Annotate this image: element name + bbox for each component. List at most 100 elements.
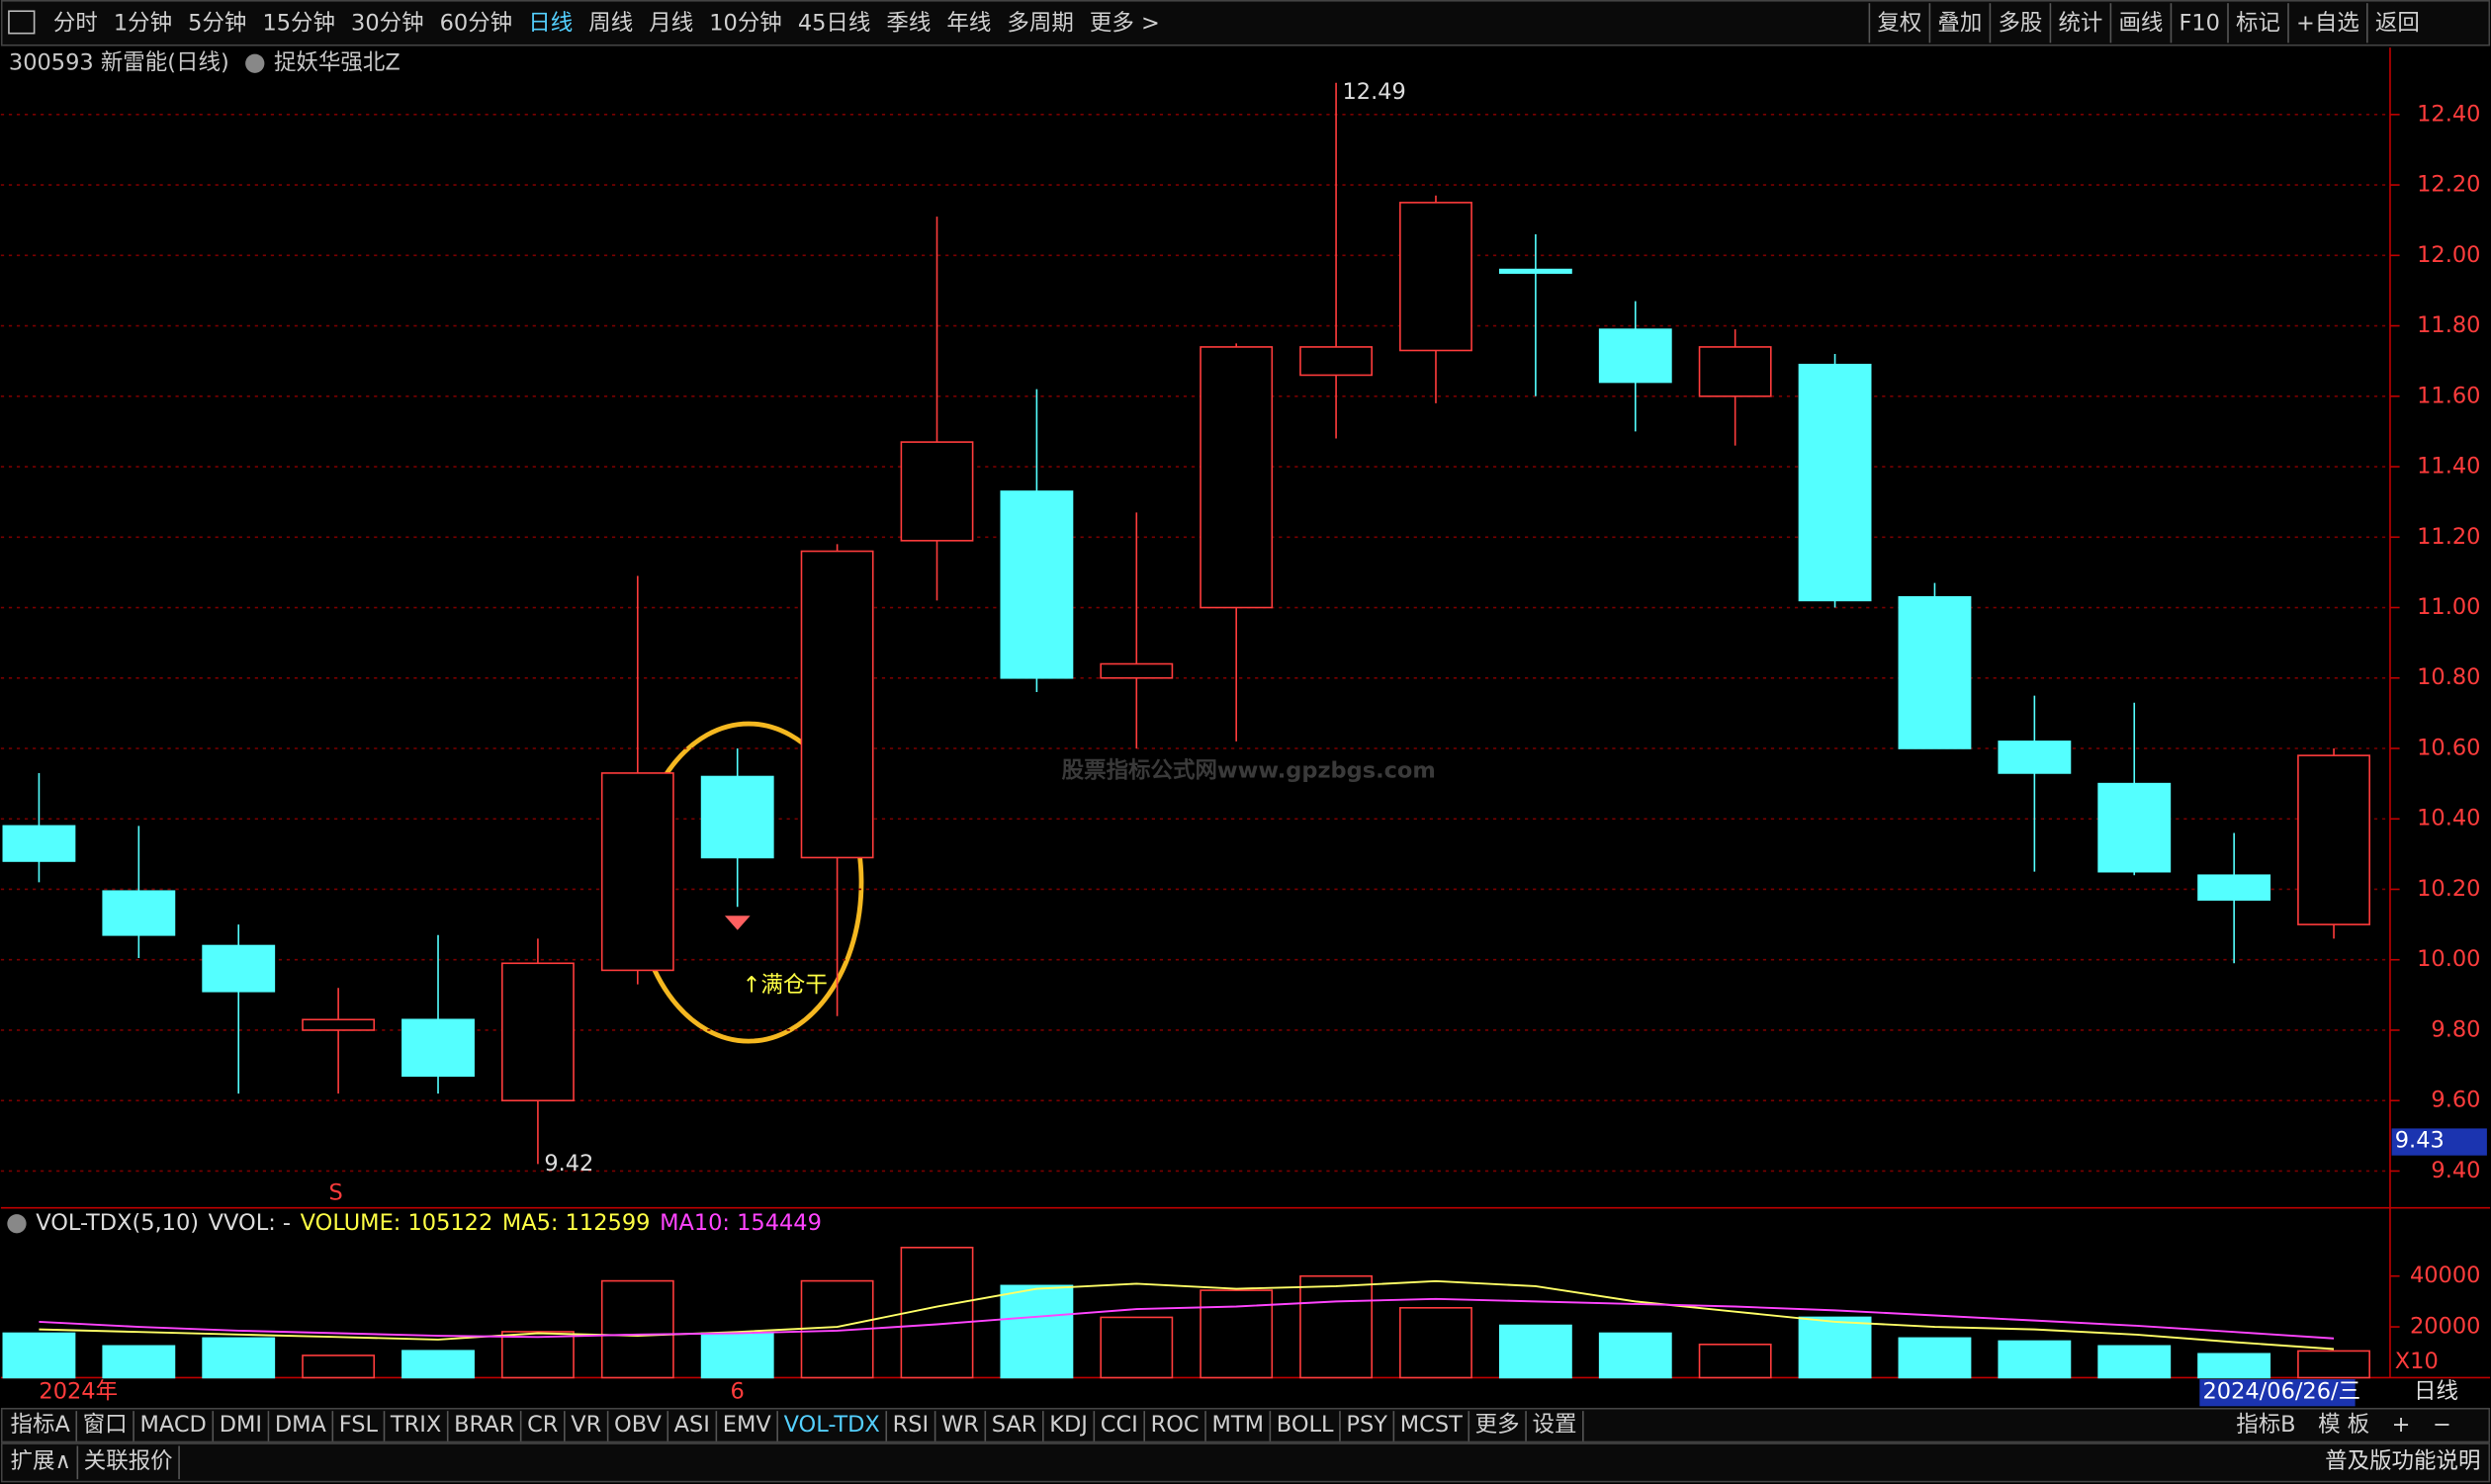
toolbar-button[interactable]: 统计 (2058, 11, 2102, 37)
period-tab[interactable]: 45日线 (798, 11, 871, 37)
legend-entry: MA10: 154449 (660, 1210, 822, 1236)
legend-icon[interactable] (7, 1214, 27, 1234)
panel-button[interactable]: 模 板 (2318, 1412, 2369, 1438)
unit-label: X10 (2395, 1349, 2439, 1374)
candle-body (900, 441, 974, 542)
y-tick-label: 10.60 (2417, 736, 2480, 761)
ma-line (39, 1279, 2335, 1351)
candle-body (2097, 782, 2172, 873)
status-bar (0, 1442, 2491, 1483)
legend-entry: VOL-TDX(5,10) (36, 1210, 199, 1236)
indicator-tab[interactable]: WR (941, 1412, 979, 1438)
period-tab[interactable]: 更多 > (1090, 11, 1160, 37)
period: 日线 (2414, 1378, 2458, 1404)
volume-bar (1000, 1284, 1074, 1379)
period-tab[interactable]: 15分钟 (262, 11, 335, 37)
indicator-tab[interactable]: ROC (1151, 1412, 1200, 1438)
indicator-tab[interactable]: SAR (992, 1412, 1037, 1438)
period-tab[interactable]: 季线 (886, 11, 931, 37)
candle-body (1299, 346, 1374, 377)
y-tick-label: 10.20 (2417, 876, 2480, 902)
candle-body (700, 775, 774, 859)
panel-button[interactable]: + (2392, 1412, 2411, 1438)
candle-body (1598, 328, 1672, 384)
indicator-tab[interactable]: MTM (1211, 1412, 1264, 1438)
indicator-tab[interactable]: PSY (1346, 1412, 1387, 1438)
stock-title: 300593 新雷能(日线) (9, 50, 229, 76)
toolbar-button[interactable]: F10 (2179, 11, 2220, 37)
candle-body (1998, 741, 2072, 774)
indicator-tab[interactable]: BOLL (1277, 1412, 1334, 1438)
indicator-tab[interactable]: DMA (275, 1412, 327, 1438)
indicator-tab[interactable]: FSL (339, 1412, 379, 1438)
indicator-tab[interactable]: 指标A (11, 1412, 71, 1438)
indicator-tab[interactable]: BRAR (454, 1412, 514, 1438)
toolbar-button[interactable]: 标记 (2236, 11, 2280, 37)
period-tab[interactable]: 1分钟 (114, 11, 172, 37)
legend-entry: VVOL: - (209, 1210, 291, 1236)
indicator-tab[interactable]: RSI (893, 1412, 930, 1438)
period-tab[interactable]: 周线 (588, 11, 633, 37)
y-tick-label: 11.60 (2417, 383, 2480, 408)
y-tick-label: 11.20 (2417, 524, 2480, 550)
toolbar-button[interactable]: 叠加 (1937, 11, 1982, 37)
candle-body (202, 944, 276, 993)
indicator-tab[interactable]: CCI (1101, 1412, 1138, 1438)
toolbar-button[interactable]: +自选 (2296, 11, 2359, 37)
period-tab[interactable]: 多周期 (1007, 11, 1073, 37)
indicator-tab[interactable]: ASI (674, 1412, 710, 1438)
candle-body (1399, 202, 1472, 352)
volume-bar (1100, 1316, 1174, 1379)
last-price-tag (2391, 1128, 2487, 1156)
indicator-tab[interactable]: VR (571, 1412, 601, 1438)
indicator-tab[interactable]: 更多 (1475, 1412, 1520, 1438)
panel-button[interactable]: 指标B (2236, 1412, 2295, 1438)
indicator-tab[interactable]: CR (527, 1412, 558, 1438)
y-tick-label: 10.00 (2417, 946, 2480, 972)
period-tab[interactable]: 月线 (649, 11, 693, 37)
volume-bar (1299, 1274, 1374, 1379)
low-label: 9.42 (544, 1151, 593, 1177)
period-tab[interactable]: 10分钟 (709, 11, 782, 37)
indicator-tab[interactable]: VOL-TDX (784, 1412, 880, 1438)
volume-bar (1798, 1316, 1872, 1379)
period-tab[interactable]: 5分钟 (188, 11, 246, 37)
indicator-tab[interactable]: KDJ (1049, 1412, 1088, 1438)
toolbar-button[interactable]: 多股 (1998, 11, 2042, 37)
candle-body (2297, 754, 2370, 925)
period-tab[interactable]: 60分钟 (440, 11, 513, 37)
volume-bar (1498, 1324, 1572, 1379)
menu-icon[interactable] (8, 10, 36, 35)
volume-bar (1998, 1340, 2072, 1379)
volume-bar (2297, 1350, 2370, 1379)
indicator-tab[interactable]: DMI (220, 1412, 262, 1438)
status-button[interactable]: 扩展∧ (11, 1448, 71, 1474)
indicator-tab[interactable]: TRIX (390, 1412, 441, 1438)
toolbar-button[interactable]: 画线 (2118, 11, 2163, 37)
indicator-tab[interactable]: EMV (723, 1412, 772, 1438)
period-tab[interactable]: 30分钟 (351, 11, 424, 37)
indicator-tab[interactable]: MACD (139, 1412, 206, 1438)
period-tab[interactable]: 日线 (528, 11, 573, 37)
volume-bar (700, 1332, 774, 1379)
candle-body (2197, 874, 2271, 901)
toolbar-button[interactable]: 复权 (1877, 11, 1921, 37)
period-tab[interactable]: 年线 (946, 11, 991, 37)
y-tick-label: 40000 (2410, 1263, 2480, 1288)
candle-body (102, 890, 176, 936)
volume-bar (1200, 1289, 1274, 1379)
indicator-tab[interactable]: 设置 (1532, 1412, 1576, 1438)
toolbar-button[interactable]: 返回 (2375, 11, 2420, 37)
indicator-icon[interactable] (245, 53, 265, 73)
indicator-tab[interactable]: MCST (1400, 1412, 1463, 1438)
indicator-tab[interactable]: OBV (614, 1412, 662, 1438)
indicator-tab[interactable]: 窗口 (83, 1412, 128, 1438)
period-tab[interactable]: 分时 (53, 11, 98, 37)
status-button[interactable]: 关联报价 (84, 1448, 173, 1474)
signal-label: ↑满仓干 (743, 972, 828, 998)
help-link[interactable]: 普及版功能说明 (2325, 1448, 2480, 1474)
panel-button[interactable]: − (2433, 1412, 2451, 1438)
